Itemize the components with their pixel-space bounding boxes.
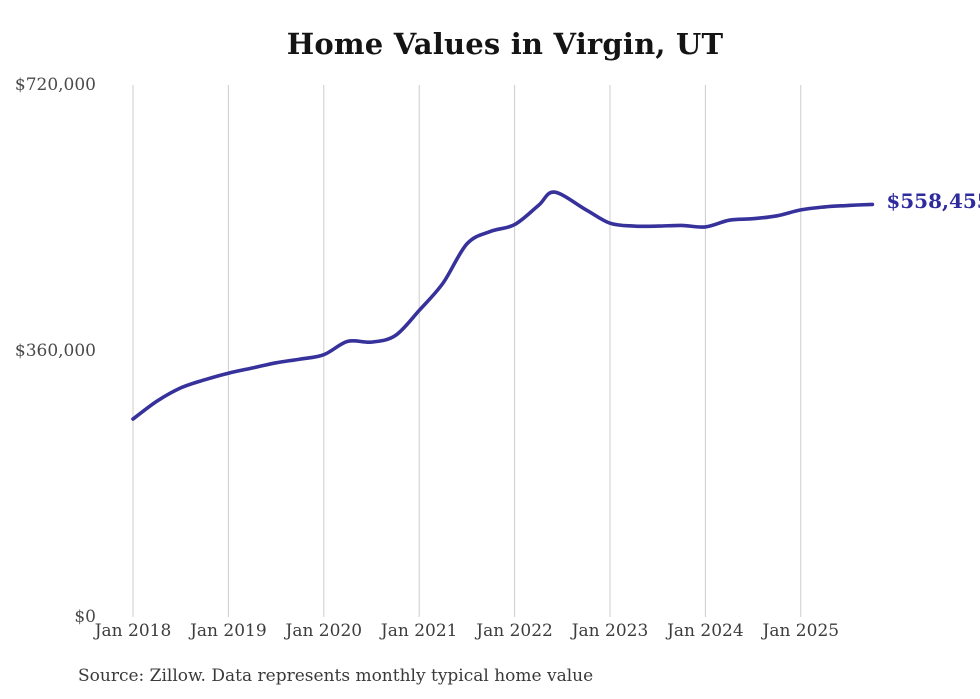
x-tick-label: Jan 2019 <box>190 621 267 641</box>
x-tick-label: Jan 2024 <box>667 621 744 641</box>
source-note: Source: Zillow. Data represents monthly … <box>78 666 594 686</box>
x-tick-label: Jan 2023 <box>571 621 649 641</box>
home-value-line <box>131 190 875 421</box>
chart-title: Home Values in Virgin, UT <box>286 27 724 61</box>
x-tick-label: Jan 2025 <box>762 621 840 641</box>
y-tick-label: $720,000 <box>14 75 96 95</box>
y-tick-label: $360,000 <box>14 341 96 361</box>
x-tick-label: Jan 2022 <box>476 621 553 641</box>
x-tick-label: Jan 2021 <box>380 621 458 641</box>
x-tick-label: Jan 2020 <box>285 621 363 641</box>
end-value-label: $558,455 <box>886 188 980 213</box>
y-tick-label: $0 <box>74 607 96 627</box>
gridline-group <box>132 85 802 617</box>
x-tick-label: Jan 2018 <box>94 621 172 641</box>
